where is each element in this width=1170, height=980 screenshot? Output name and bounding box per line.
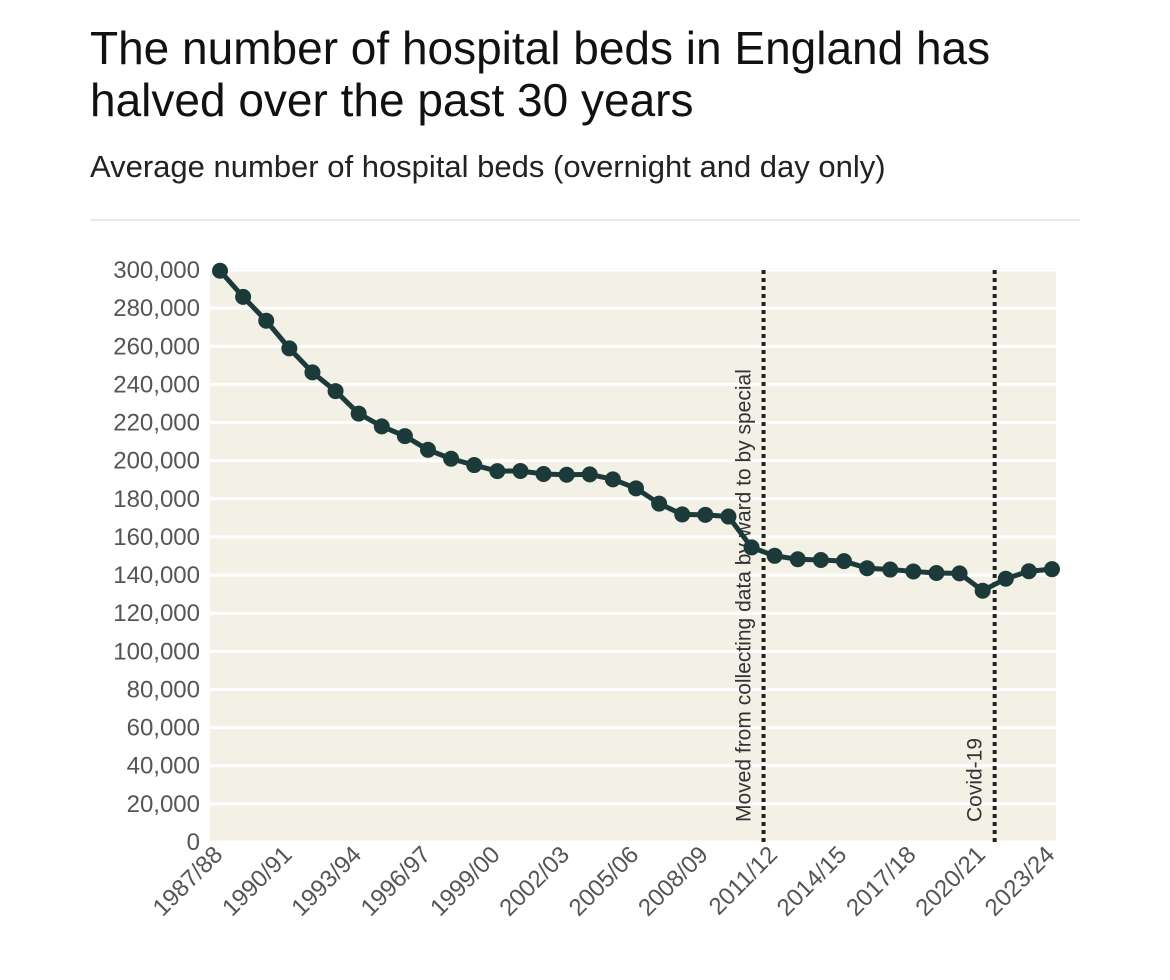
data-point [882,561,899,578]
data-point [304,364,321,381]
y-tick-label: 160,000 [113,524,200,551]
data-point [281,340,298,357]
data-point [535,466,552,483]
data-point [697,506,714,523]
data-point [212,262,228,279]
data-point [258,312,275,329]
y-tick-label: 240,000 [113,371,200,398]
data-point [373,418,390,435]
data-point [327,383,344,400]
x-tick-label: 1990/91 [217,841,297,921]
data-point [974,582,991,599]
y-tick-label: 80,000 [127,676,200,703]
data-point [235,288,252,305]
x-tick-label: 2017/18 [841,841,921,921]
data-points [212,262,1060,599]
plot-background [210,268,1056,842]
data-point [720,508,737,525]
y-tick-label: 0 [187,829,200,856]
y-tick-label: 280,000 [113,295,200,322]
x-tick-label: 1996/97 [356,841,436,921]
x-tick-label: 2008/09 [633,841,713,921]
x-tick-label: 2011/12 [704,841,783,920]
data-point [928,564,945,581]
data-point [951,565,968,582]
x-tick-label: 2020/21 [910,841,990,921]
gridlines [210,268,1056,844]
x-tick-label: 2005/06 [564,841,644,921]
data-point [997,570,1014,587]
y-axis-ticks: 0 20,000 40,000 60,000 80,000 100,000 120,000 1… [113,257,200,856]
data-point [604,471,621,488]
y-tick-label: 220,000 [113,410,200,437]
data-point [674,506,691,523]
y-tick-label: 100,000 [113,638,200,665]
data-point [581,466,598,483]
chart-subtitle: Average number of hospital beds (overnig… [90,149,886,184]
data-point [396,428,413,445]
x-tick-label: 2014/15 [772,841,852,921]
data-point [420,441,436,458]
data-point [812,552,829,569]
data-point [443,450,460,467]
x-tick-label: 1993/94 [286,841,366,921]
y-tick-label: 260,000 [113,333,200,360]
y-tick-label: 40,000 [127,753,200,780]
data-point [558,466,575,483]
data-point [651,495,668,512]
data-point [466,457,483,474]
annotation-label: Covid-19 [964,738,987,822]
data-point [905,563,922,580]
x-axis-ticks: 1987/881990/911993/941996/971999/002002/… [148,841,1060,921]
y-tick-label: 120,000 [113,600,200,627]
data-point [836,553,852,570]
y-tick-label: 60,000 [127,715,200,742]
x-tick-label: 2002/03 [494,841,574,921]
y-tick-label: 140,000 [113,562,200,589]
data-point [489,463,506,480]
data-point [1044,561,1060,578]
data-point [766,547,783,564]
annotation-label: Moved from collecting data by ward to by… [733,369,756,822]
data-point [789,551,806,568]
title-divider [90,219,1080,221]
y-tick-label: 300,000 [113,257,200,284]
data-point [628,480,644,497]
y-tick-label: 200,000 [113,448,200,475]
data-point [859,560,876,577]
x-tick-label: 2023/24 [980,841,1060,921]
data-point [350,405,367,422]
y-tick-label: 20,000 [127,791,200,818]
data-point [1020,563,1037,580]
data-point [743,539,760,556]
chart-title: The number of hospital beds in England h… [90,22,991,126]
data-point [512,462,529,479]
annotations: Moved from collecting data by ward to by… [733,270,997,842]
y-tick-label: 180,000 [113,486,200,513]
x-tick-label: 1999/00 [425,841,505,921]
